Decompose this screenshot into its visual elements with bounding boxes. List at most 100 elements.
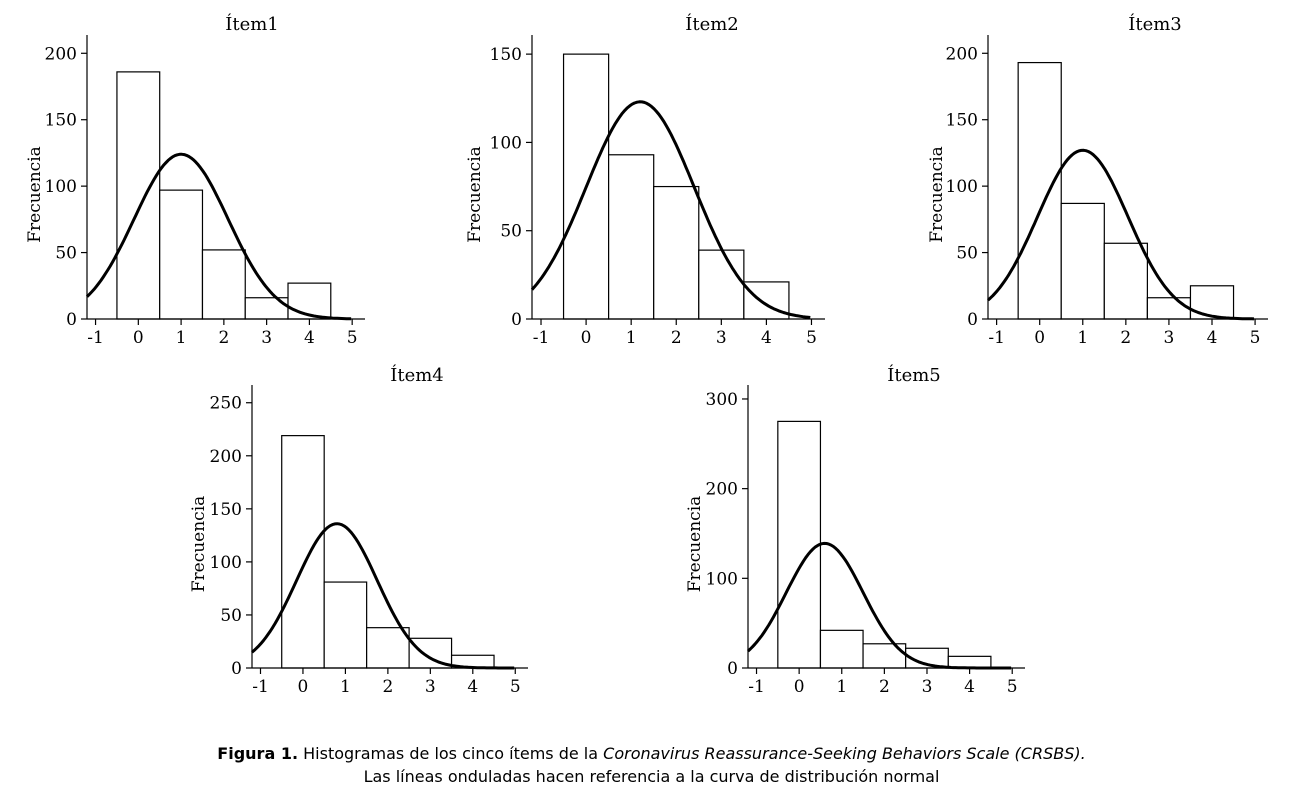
x-tick-label: 4 [467, 677, 478, 697]
x-tick-label: 1 [626, 328, 637, 348]
y-axis-label: Frecuencia [927, 146, 947, 243]
x-tick-label: 2 [382, 677, 393, 697]
x-tick-label: 4 [964, 677, 975, 697]
chart-title: Ítem5 [887, 363, 941, 386]
y-tick-label: 0 [511, 310, 522, 330]
chart-title: Ítem1 [225, 12, 279, 35]
histogram-panel-5: Ítem5 Frecuencia 0 100 200 300 -1 0 1 2 3 4 5 [685, 363, 1025, 697]
y-tick-label: 300 [706, 390, 738, 410]
x-tick-label: 3 [922, 677, 933, 697]
x-tick-label: 0 [133, 328, 144, 348]
bar-3 [698, 249, 745, 320]
chart-title: Ítem2 [685, 12, 739, 35]
x-tick-label: 5 [1250, 328, 1261, 348]
normal-curve [85, 152, 352, 321]
y-tick-label: 200 [946, 44, 978, 64]
histogram-panel-2: Ítem2 Frecuencia 0 50 100 150 -1 0 1 2 3 4 5 [465, 12, 825, 348]
caption-text: Histogramas de los cinco ítems de la [303, 744, 599, 763]
y-tick-label: 200 [706, 480, 738, 500]
caption-line-2: Las líneas onduladas hacen referencia a … [363, 767, 940, 786]
y-tick-label: 150 [490, 45, 522, 65]
x-tick-label: -1 [533, 328, 550, 348]
x-tick-label: 2 [879, 677, 890, 697]
x-tick-label: 0 [794, 677, 805, 697]
bar-0 [281, 435, 325, 669]
x-tick-label: 1 [176, 328, 187, 348]
bar-0 [1017, 61, 1062, 320]
bar-1 [159, 189, 204, 320]
x-tick-label: 4 [761, 328, 772, 348]
x-tick-label: 3 [425, 677, 436, 697]
caption-scale-name: Coronavirus Reassurance-Seeking Behavior… [603, 744, 1086, 763]
x-tick-label: 1 [340, 677, 351, 697]
x-tick-label: 5 [806, 328, 817, 348]
x-tick-label: 5 [347, 328, 358, 348]
x-tick-label: 4 [304, 328, 315, 348]
x-tick-label: 2 [1120, 328, 1131, 348]
y-tick-label: 0 [727, 659, 738, 679]
bar-0 [116, 71, 161, 320]
normal-curve [530, 100, 811, 319]
bar-1 [323, 581, 368, 669]
x-tick-label: 4 [1207, 328, 1218, 348]
normal-curve [986, 148, 1255, 321]
y-tick-label: 50 [500, 222, 522, 242]
y-tick-label: 200 [45, 44, 77, 64]
y-tick-label: 100 [210, 553, 242, 573]
bar-2 [1103, 242, 1148, 320]
x-tick-label: 3 [1164, 328, 1175, 348]
bar-1 [1060, 202, 1105, 320]
x-tick-label: 1 [836, 677, 847, 697]
y-axis-label: Frecuencia [685, 496, 705, 593]
y-tick-label: 100 [706, 569, 738, 589]
x-tick-label: 5 [510, 677, 521, 697]
x-tick-label: 1 [1077, 328, 1088, 348]
y-tick-label: 100 [946, 177, 978, 197]
bar-4 [1189, 285, 1235, 320]
x-tick-label: 3 [261, 328, 272, 348]
caption-line-1: Figura 1. Histogramas de los cinco ítems… [0, 742, 1303, 765]
y-tick-label: 100 [45, 177, 77, 197]
y-tick-label: 0 [967, 310, 978, 330]
histogram-panel-3: Ítem3 Frecuencia 0 50 100 150 200 -1 0 1 2 3 4 5 [927, 12, 1268, 348]
x-tick-label: 2 [218, 328, 229, 348]
y-axis-label: Frecuencia [25, 146, 45, 243]
x-tick-label: 0 [581, 328, 592, 348]
y-tick-label: 50 [220, 606, 242, 626]
y-tick-label: 50 [956, 244, 978, 264]
bar-2 [201, 249, 246, 320]
y-axis-label: Frecuencia [189, 496, 209, 593]
y-tick-label: 100 [490, 133, 522, 153]
bar-2 [653, 185, 700, 320]
x-tick-label: -1 [988, 328, 1005, 348]
figure-caption: Figura 1. Histogramas de los cinco ítems… [0, 742, 1303, 788]
y-tick-label: 150 [45, 111, 77, 131]
bar-2 [366, 627, 410, 669]
bar-0 [777, 420, 822, 669]
y-tick-label: 250 [210, 394, 242, 414]
histogram-panel-1: Ítem1 Frecuencia 0 50 100 150 200 -1 0 1 2 3 4 5 [25, 12, 365, 348]
y-tick-label: 200 [210, 447, 242, 467]
chart-title: Ítem4 [390, 363, 444, 386]
y-tick-label: 150 [946, 111, 978, 131]
y-tick-label: 150 [210, 500, 242, 520]
y-axis-label: Frecuencia [465, 146, 485, 243]
x-tick-label: 2 [671, 328, 682, 348]
x-tick-label: -1 [252, 677, 269, 697]
chart-title: Ítem3 [1128, 12, 1182, 35]
bar-1 [819, 629, 864, 669]
y-tick-label: 0 [231, 659, 242, 679]
x-tick-label: 3 [716, 328, 727, 348]
x-tick-label: 0 [1034, 328, 1045, 348]
bar-4 [287, 282, 332, 320]
x-tick-label: -1 [748, 677, 765, 697]
caption-label: Figura 1. [217, 744, 299, 763]
x-tick-label: 5 [1007, 677, 1018, 697]
y-tick-label: 50 [55, 244, 77, 264]
x-tick-label: -1 [87, 328, 104, 348]
x-tick-label: 0 [298, 677, 309, 697]
y-tick-label: 0 [66, 310, 77, 330]
bar-3 [1146, 297, 1192, 320]
histogram-panel-4: Ítem4 Frecuencia 0 50 100 150 200 250 -1 0 1 2 3 4 5 [189, 363, 528, 697]
